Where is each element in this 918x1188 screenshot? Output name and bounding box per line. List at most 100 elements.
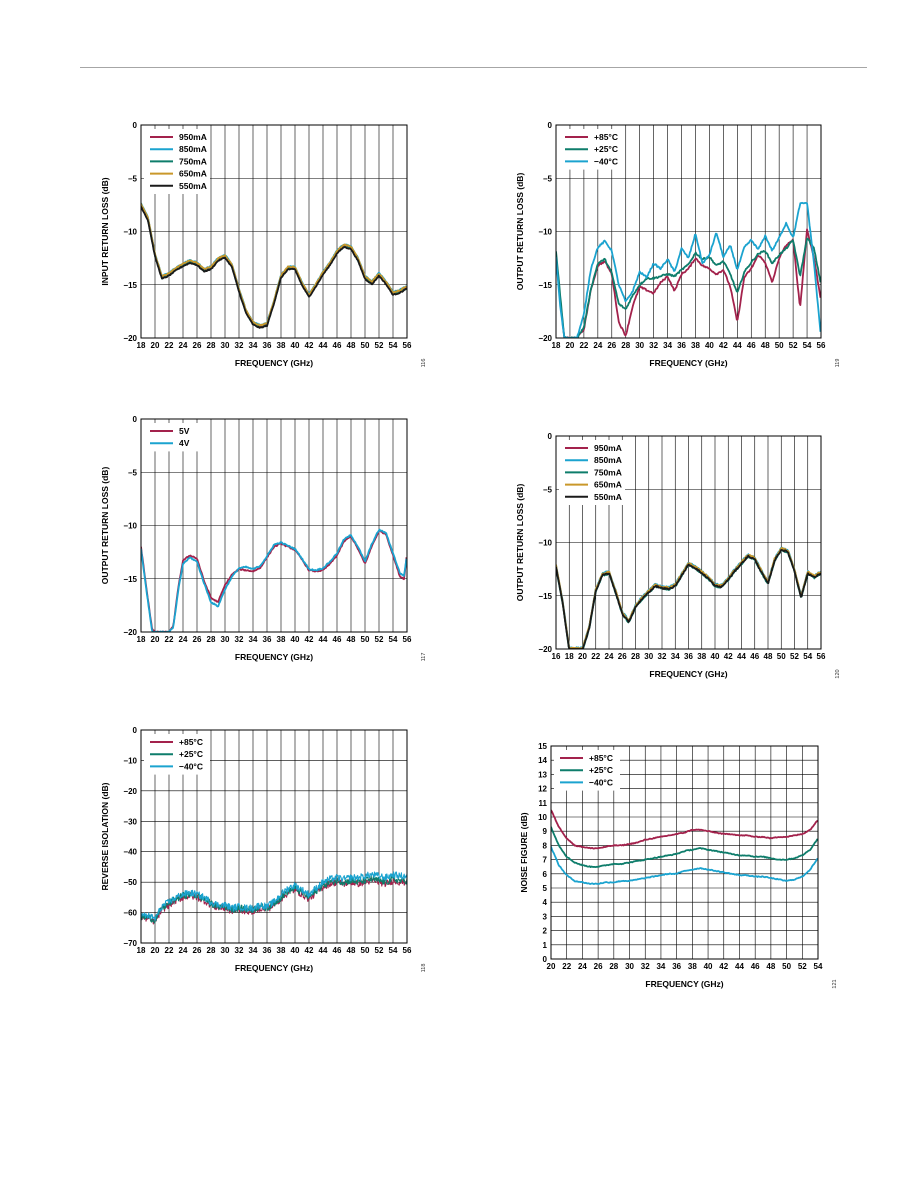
y-tick-label: −10 [123, 228, 137, 237]
y-tick-label: 1 [543, 941, 548, 950]
figure-number: 119 [835, 359, 841, 368]
x-tick-label: 32 [235, 946, 244, 955]
x-tick-label: 30 [635, 341, 644, 350]
legend: +85°C +25°C −40°C [144, 734, 210, 775]
x-tick-label: 56 [403, 635, 412, 644]
tick-labels: 18 20 22 24 26 28 30 32 34 36 38 40 42 44 46 48 50 52 54 56… [123, 121, 412, 350]
x-tick-label: 28 [631, 652, 640, 661]
x-tick-label: 46 [747, 341, 756, 350]
y-tick-label: 0 [548, 121, 553, 130]
x-tick-label: 48 [764, 652, 773, 661]
x-tick-label: 42 [719, 341, 728, 350]
x-tick-label: 34 [656, 962, 665, 971]
x-tick-label: 56 [817, 652, 826, 661]
x-tick-label: 16 [552, 652, 561, 661]
x-tick-label: 54 [814, 962, 823, 971]
y-axis-title: OUTPUT RETURN LOSS (dB) [515, 484, 525, 602]
x-tick-label: 30 [644, 652, 653, 661]
y-tick-label: −60 [123, 909, 137, 918]
x-tick-label: 34 [249, 946, 258, 955]
x-tick-label: 48 [766, 962, 775, 971]
series-line [551, 809, 818, 850]
plot-frame [140, 418, 408, 633]
chart-output-return-loss-temperature: +85°C +25°C −40°C 18 20 22 24 26 28 30 32 34 36 38 40 4… [515, 121, 841, 368]
legend-label: −40°C [179, 761, 203, 771]
x-tick-label: 40 [291, 635, 300, 644]
y-tick-label: 7 [543, 856, 548, 865]
x-tick-label: 30 [625, 962, 634, 971]
legend-label: 950mA [594, 443, 622, 453]
x-tick-label: 20 [565, 341, 574, 350]
x-tick-label: 38 [277, 635, 286, 644]
x-axis-title: FREQUENCY (GHz) [235, 963, 313, 973]
y-tick-label: −5 [128, 468, 138, 477]
chart-output-return-loss-current: 950mA 850mA 750mA 650mA 550mA 16 18 20 22 24 26 28 3… [515, 432, 841, 679]
x-tick-label: 22 [562, 962, 571, 971]
y-tick-label: 10 [538, 813, 547, 822]
chart-input-return-loss: 950mA 850mA 750mA 650mA 550mA 18 20 22 24 26 28 30 3… [100, 121, 427, 368]
series-group [141, 202, 407, 329]
x-axis-title: FREQUENCY (GHz) [235, 358, 313, 368]
x-tick-label: 40 [291, 946, 300, 955]
x-tick-label: 30 [221, 635, 230, 644]
x-tick-label: 24 [605, 652, 614, 661]
y-tick-label: 6 [543, 870, 548, 879]
plot-frame [555, 435, 822, 650]
x-tick-label: 34 [663, 341, 672, 350]
x-tick-label: 54 [803, 341, 812, 350]
x-tick-label: 56 [817, 341, 826, 350]
series-line [556, 237, 821, 338]
x-tick-label: 22 [165, 341, 174, 350]
y-tick-label: 0 [133, 121, 138, 130]
x-tick-label: 46 [333, 341, 342, 350]
plot-frame [550, 745, 819, 960]
legend-label: +25°C [179, 749, 203, 759]
x-tick-label: 24 [179, 946, 188, 955]
series-group [141, 528, 407, 632]
grid [555, 124, 822, 339]
y-tick-label: −10 [538, 539, 552, 548]
x-tick-label: 24 [179, 341, 188, 350]
x-axis-title: FREQUENCY (GHz) [235, 652, 313, 662]
header-rule [80, 67, 867, 68]
y-tick-label: 4 [543, 898, 548, 907]
y-axis-title: REVERSE ISOLATION (dB) [100, 782, 110, 890]
series-line [141, 875, 407, 924]
figure-number: 117 [421, 653, 427, 662]
x-tick-label: 18 [137, 341, 146, 350]
x-tick-label: 56 [403, 341, 412, 350]
y-tick-label: −20 [538, 334, 552, 343]
x-tick-label: 40 [704, 962, 713, 971]
x-tick-label: 52 [789, 341, 798, 350]
x-tick-label: 52 [375, 341, 384, 350]
series-group [556, 201, 821, 338]
legend-label: +85°C [589, 753, 613, 763]
x-tick-label: 40 [711, 652, 720, 661]
y-tick-label: −5 [543, 485, 553, 494]
plot-frame [555, 124, 822, 339]
x-tick-label: 20 [547, 962, 556, 971]
x-tick-label: 34 [671, 652, 680, 661]
x-tick-label: 38 [691, 341, 700, 350]
legend: +85°C +25°C −40°C [559, 129, 625, 170]
x-tick-label: 44 [319, 341, 328, 350]
x-tick-label: 50 [361, 341, 370, 350]
y-tick-label: 0 [543, 955, 548, 964]
x-tick-label: 24 [179, 635, 188, 644]
series-line [556, 549, 821, 649]
x-tick-label: 50 [782, 962, 791, 971]
x-tick-label: 36 [263, 946, 272, 955]
x-tick-label: 44 [319, 635, 328, 644]
y-tick-label: −50 [123, 878, 137, 887]
x-tick-label: 48 [347, 341, 356, 350]
x-tick-label: 36 [677, 341, 686, 350]
x-tick-label: 54 [389, 946, 398, 955]
tick-labels: 18 20 22 24 26 28 30 32 34 36 38 40 42 44 46 48 50 52 54 56… [538, 121, 826, 350]
y-tick-label: 8 [543, 841, 548, 850]
legend-label: +25°C [589, 765, 613, 775]
x-tick-label: 52 [375, 946, 384, 955]
x-tick-label: 38 [277, 946, 286, 955]
x-tick-label: 36 [684, 652, 693, 661]
x-tick-label: 32 [235, 635, 244, 644]
